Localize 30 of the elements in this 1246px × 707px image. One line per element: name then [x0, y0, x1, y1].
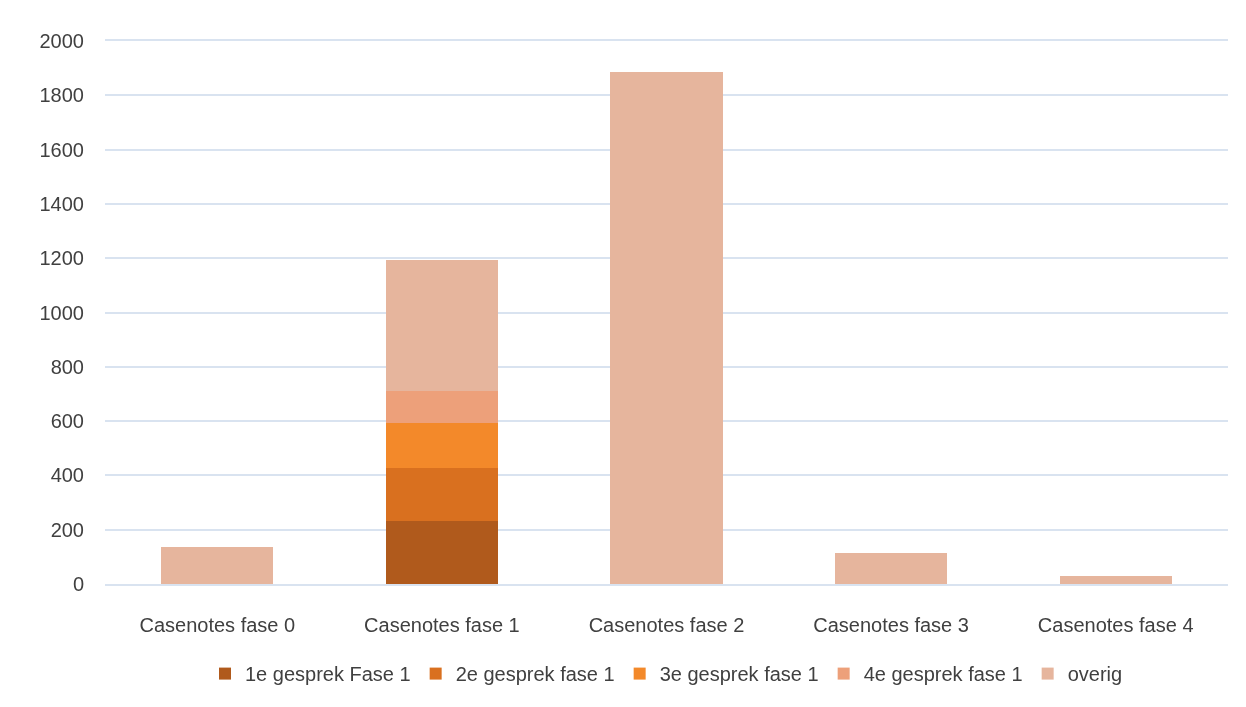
bar [161, 547, 274, 584]
y-tick-label: 0 [72, 573, 84, 595]
x-tick-label: Casenotes fase 0 [139, 613, 296, 636]
y-tick-label: 1000 [39, 301, 84, 324]
y-tick-label: 800 [50, 355, 84, 378]
x-tick-label: Casenotes fase 2 [588, 613, 745, 636]
y-tick-label: 1600 [39, 138, 84, 161]
x-tick-label: Casenotes fase 3 [813, 613, 969, 636]
bar [834, 553, 948, 584]
y-tick-label: 400 [50, 464, 84, 487]
legend-label: 1e gesprek Fase 1 [245, 663, 411, 686]
bar [1059, 575, 1172, 584]
legend-label: 4e gesprek fase 1 [863, 663, 1023, 686]
x-tick-label: Casenotes fase 1 [364, 613, 520, 636]
y-tick-label: 600 [50, 410, 84, 433]
y-tick-label: 2000 [39, 30, 84, 52]
x-tick-label: Casenotes fase 4 [1037, 613, 1194, 636]
y-tick-label: 1200 [39, 247, 84, 270]
bar [385, 259, 499, 391]
legend-label: overig [1067, 663, 1123, 686]
bar [385, 422, 499, 468]
legend-label: 3e gesprek fase 1 [659, 663, 819, 686]
bar [610, 72, 723, 584]
y-tick-label: 1400 [39, 192, 84, 215]
y-tick-label: 1800 [39, 84, 84, 107]
bar [385, 467, 499, 521]
y-tick-label: 200 [50, 518, 84, 541]
bar [385, 390, 499, 423]
legend-label: 2e gesprek fase 1 [455, 663, 615, 686]
bar [385, 520, 499, 584]
